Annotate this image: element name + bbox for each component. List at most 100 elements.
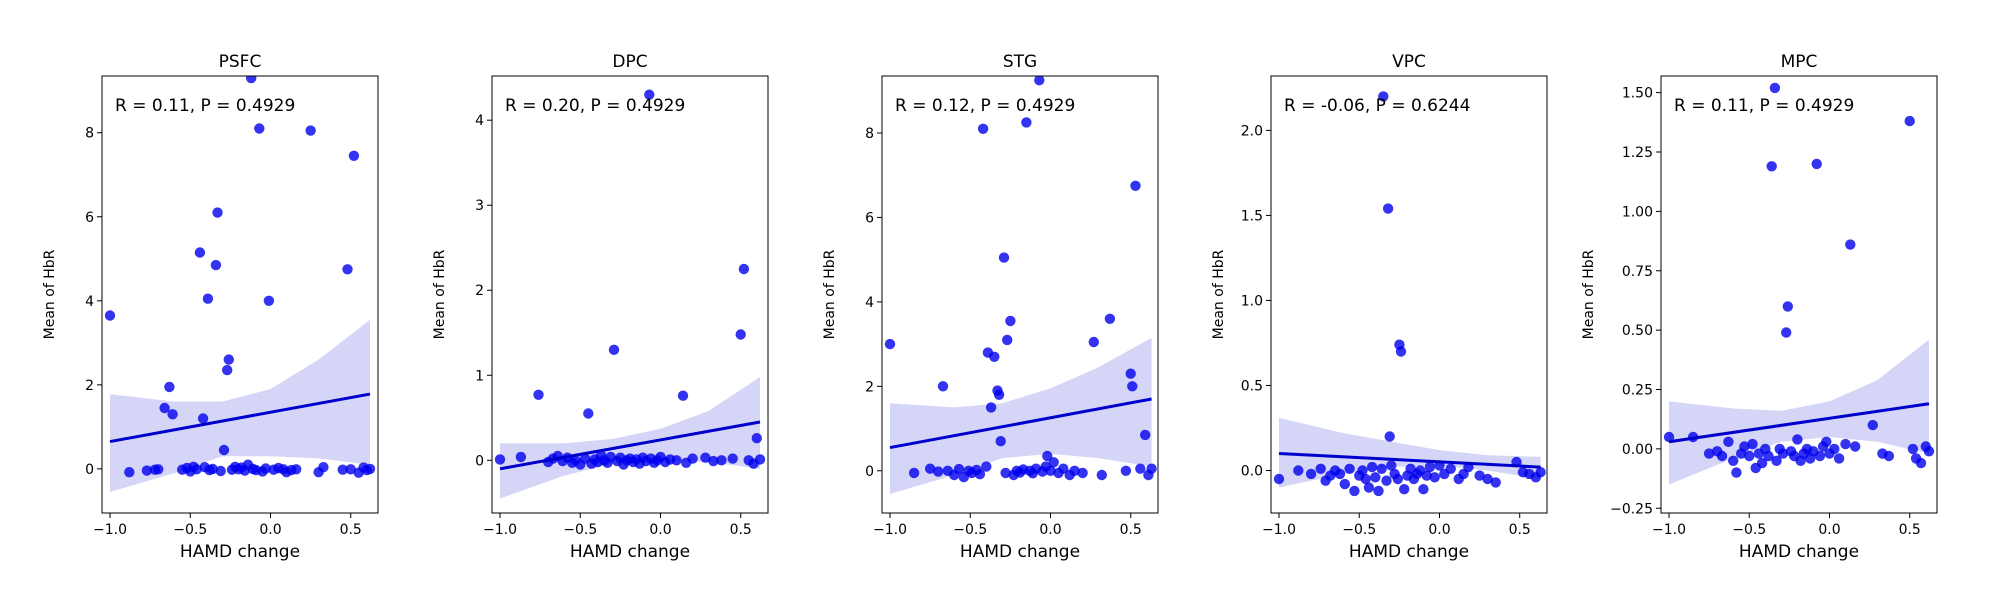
data-point (218, 444, 230, 456)
x-tick-label: 0.5 (1120, 522, 1142, 538)
data-point (1339, 478, 1351, 490)
data-point (908, 467, 920, 479)
y-tick-label: 0.0 (1241, 463, 1263, 479)
y-tick-label: 2 (865, 379, 874, 395)
data-point (1782, 301, 1794, 312)
data-point (993, 389, 1005, 400)
data-point (1370, 472, 1381, 483)
data-point (1315, 463, 1326, 474)
data-point (933, 466, 944, 477)
data-point (1373, 485, 1384, 497)
data-point (1305, 468, 1317, 480)
data-point (318, 462, 329, 473)
y-tick-label: −0.25 (1610, 501, 1653, 517)
data-point (1378, 91, 1389, 102)
data-point (974, 469, 986, 480)
data-point (1777, 448, 1789, 459)
data-point (1840, 438, 1851, 450)
data-point (1771, 455, 1782, 466)
data-point (716, 455, 727, 466)
data-point (1821, 436, 1832, 447)
data-point (1482, 473, 1493, 485)
data-point (191, 464, 202, 475)
y-axis-label: Mean of HbR (42, 249, 58, 339)
data-point (1127, 381, 1138, 392)
data-point (735, 329, 746, 340)
data-point (141, 465, 153, 476)
data-point (754, 454, 766, 465)
data-point (254, 123, 265, 134)
data-point (1034, 76, 1045, 86)
data-point (1096, 469, 1108, 481)
panel-title: VPC (1392, 52, 1426, 72)
data-point (1850, 441, 1861, 452)
data-point (738, 263, 750, 275)
data-point (1829, 443, 1840, 455)
y-axis-label: Mean of HbR (822, 249, 838, 339)
data-point (708, 455, 719, 467)
data-point (164, 381, 175, 393)
data-point (1490, 477, 1501, 488)
data-point (1273, 473, 1285, 485)
plot-area (104, 76, 376, 492)
data-point (222, 364, 233, 376)
x-tick-label: 0.0 (1039, 522, 1061, 538)
data-point (1140, 429, 1151, 441)
x-tick-label: −1.0 (483, 522, 517, 538)
data-point (1744, 450, 1755, 462)
data-point (981, 461, 992, 472)
x-tick-label: −1.0 (873, 522, 907, 538)
data-point (1334, 468, 1346, 480)
data-point (1923, 446, 1935, 457)
data-point (1088, 336, 1100, 348)
data-point (1376, 463, 1387, 474)
data-point (1381, 475, 1392, 486)
data-point (937, 381, 949, 392)
panel-title: PSFC (219, 52, 262, 72)
data-point (1363, 482, 1375, 493)
regression-line (499, 420, 761, 471)
data-point (1395, 346, 1407, 357)
plot-area (1273, 91, 1546, 497)
data-point (1904, 115, 1915, 127)
y-tick-label: 6 (865, 210, 874, 226)
data-point (700, 452, 711, 463)
data-point (608, 344, 620, 355)
data-point (1120, 465, 1132, 476)
correlation-annotation: R = 0.20, P = 0.4929 (505, 96, 685, 116)
correlation-annotation: R = -0.06, P = 0.6244 (1284, 96, 1470, 116)
x-tick-label: 0.5 (1899, 522, 1921, 538)
y-tick-label: 6 (85, 210, 94, 226)
y-tick-label: 0 (865, 464, 874, 480)
data-point (1474, 470, 1485, 481)
correlation-annotation: R = 0.11, P = 0.4929 (115, 96, 295, 116)
y-tick-label: 1.25 (1622, 145, 1653, 161)
x-tick-label: 0.0 (1818, 522, 1840, 538)
data-point (1811, 158, 1822, 170)
data-point (215, 465, 226, 477)
data-point (1429, 472, 1440, 483)
y-tick-label: 0.50 (1622, 323, 1653, 339)
data-point (104, 310, 116, 321)
data-point (998, 252, 1010, 263)
y-tick-label: 1 (475, 368, 484, 384)
axes-frame (881, 75, 1159, 514)
regression-line (109, 392, 371, 444)
data-point (1845, 239, 1856, 250)
data-point (644, 89, 655, 100)
data-point (1069, 465, 1080, 476)
data-point (197, 413, 209, 424)
data-point (1146, 463, 1157, 474)
data-point (1756, 457, 1768, 469)
x-tick-label: −1.0 (93, 522, 127, 538)
data-point (210, 259, 222, 271)
data-point (1728, 455, 1739, 466)
data-point (1723, 436, 1734, 447)
data-point (884, 338, 896, 350)
x-tick-label: −0.5 (173, 522, 207, 538)
y-axis-label: Mean of HbR (432, 249, 448, 339)
x-tick-label: −0.5 (1342, 522, 1376, 538)
data-point (1907, 443, 1919, 455)
regression-line (1668, 402, 1930, 444)
